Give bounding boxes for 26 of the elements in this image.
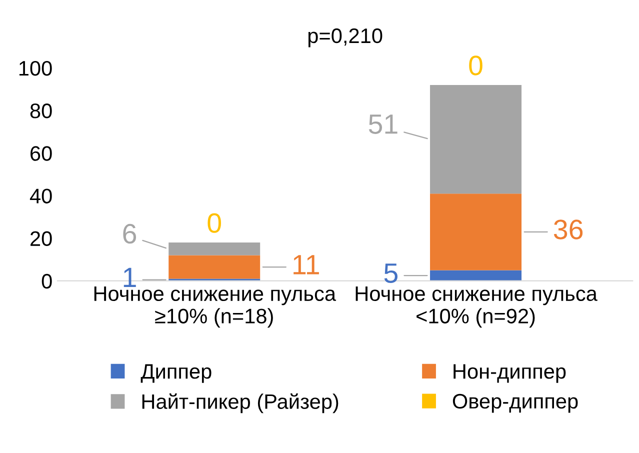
- y-tick-label: 0: [42, 274, 52, 289]
- x-tick-label: Ночное снижение пульса <10% (n=92): [356, 286, 598, 328]
- y-tick-label: 60: [30, 146, 52, 161]
- bar: [168, 255, 260, 279]
- y-tick-label: 20: [30, 231, 52, 246]
- data-label: 1: [124, 268, 136, 287]
- x-tick-label: Ночное снижение пульса ≥10% (n=18): [94, 286, 336, 328]
- bar: [430, 270, 522, 281]
- legend-label: Нон-диппер: [454, 364, 566, 383]
- bar: [430, 194, 522, 270]
- data-label: 5: [384, 264, 398, 283]
- data-label: 0: [469, 56, 482, 76]
- legend-label: Найт-пикер (Райзер): [142, 393, 338, 414]
- chart-title: p=0,210: [308, 28, 382, 48]
- bar: [430, 84, 522, 194]
- data-label: 0: [208, 213, 221, 233]
- y-tick-label: 40: [30, 188, 52, 204]
- legend-label: Овер-диппер: [452, 394, 578, 413]
- data-label: 36: [554, 220, 583, 240]
- y-tick-label: 80: [30, 104, 52, 118]
- legend-label: Диппер: [140, 364, 212, 383]
- bar: [168, 242, 260, 256]
- data-label: 11: [294, 255, 319, 274]
- data-label: 51: [368, 114, 398, 134]
- y-tick-label: 100: [19, 60, 52, 76]
- data-label: 6: [123, 224, 136, 244]
